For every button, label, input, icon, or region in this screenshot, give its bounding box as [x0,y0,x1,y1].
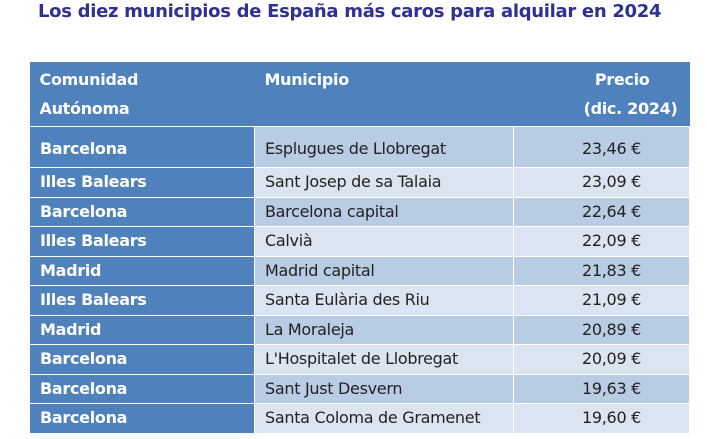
cell-precio: 20,89 € [513,314,690,345]
cell-precio: 22,64 € [513,196,690,227]
cell-municipio: Santa Coloma de Gramenet [254,403,514,434]
cell-precio: 23,46 € [513,126,690,168]
cell-municipio: Santa Eulària des Riu [254,285,514,316]
header-line: Comunidad [39,70,139,89]
cell-precio: 19,60 € [513,403,690,434]
table-row: Barcelona Sant Just Desvern 19,63 € [29,373,690,404]
header-line: Autónoma [39,99,130,118]
table-header-row: Comunidad Autónoma Municipio Precio (dic. … [29,62,690,127]
table-row: Madrid La Moraleja 20,89 € [29,314,690,345]
cell-municipio: Madrid capital [254,255,514,286]
cell-comunidad: Madrid [29,314,255,345]
cell-precio: 20,09 € [513,344,690,375]
table-row: Madrid Madrid capital 21,83 € [29,255,690,286]
cell-precio: 21,09 € [513,285,690,316]
table-row: Barcelona L'Hospitalet de Llobregat 20,09 … [29,344,690,375]
cell-municipio: Esplugues de Llobregat [254,126,514,168]
cell-comunidad: Barcelona [29,373,255,404]
header-precio: Precio (dic. 2024) [513,62,690,127]
header-line: (dic. 2024) [583,99,678,118]
cell-comunidad: Barcelona [29,344,255,375]
table-row: Illes Balears Calvià 22,09 € [29,226,690,257]
cell-comunidad: Illes Balears [29,285,255,316]
header-municipio: Municipio [254,62,514,127]
cell-comunidad: Illes Balears [29,226,255,257]
header-comunidad: Comunidad Autónoma [29,62,255,127]
table-row: Barcelona Barcelona capital 22,64 € [29,196,690,227]
cell-municipio: Sant Josep de sa Talaia [254,167,514,198]
cell-comunidad: Illes Balears [29,167,255,198]
header-line: Precio [594,70,650,89]
cell-municipio: L'Hospitalet de Llobregat [254,344,514,375]
page-title: Los diez municipios de España más caros … [38,1,662,22]
table-row: Barcelona Esplugues de Llobregat 23,46 € [29,126,690,168]
table-row: Barcelona Santa Coloma de Gramenet 19,60 € [29,403,690,434]
header-line: Municipio [264,70,350,89]
cell-municipio: Sant Just Desvern [254,373,514,404]
cell-precio: 22,09 € [513,226,690,257]
table-row: Illes Balears Sant Josep de sa Talaia 23,0… [29,167,690,198]
rent-table: Comunidad Autónoma Municipio Precio (dic. … [29,62,690,434]
cell-municipio: La Moraleja [254,314,514,345]
cell-municipio: Barcelona capital [254,196,514,227]
cell-municipio: Calvià [254,226,514,257]
table-row: Illes Balears Santa Eulària des Riu 21,09 … [29,285,690,316]
cell-comunidad: Barcelona [29,196,255,227]
cell-precio: 23,09 € [513,167,690,198]
cell-precio: 19,63 € [513,373,690,404]
cell-comunidad: Madrid [29,255,255,286]
cell-comunidad: Barcelona [29,403,255,434]
cell-precio: 21,83 € [513,255,690,286]
cell-comunidad: Barcelona [29,126,255,168]
